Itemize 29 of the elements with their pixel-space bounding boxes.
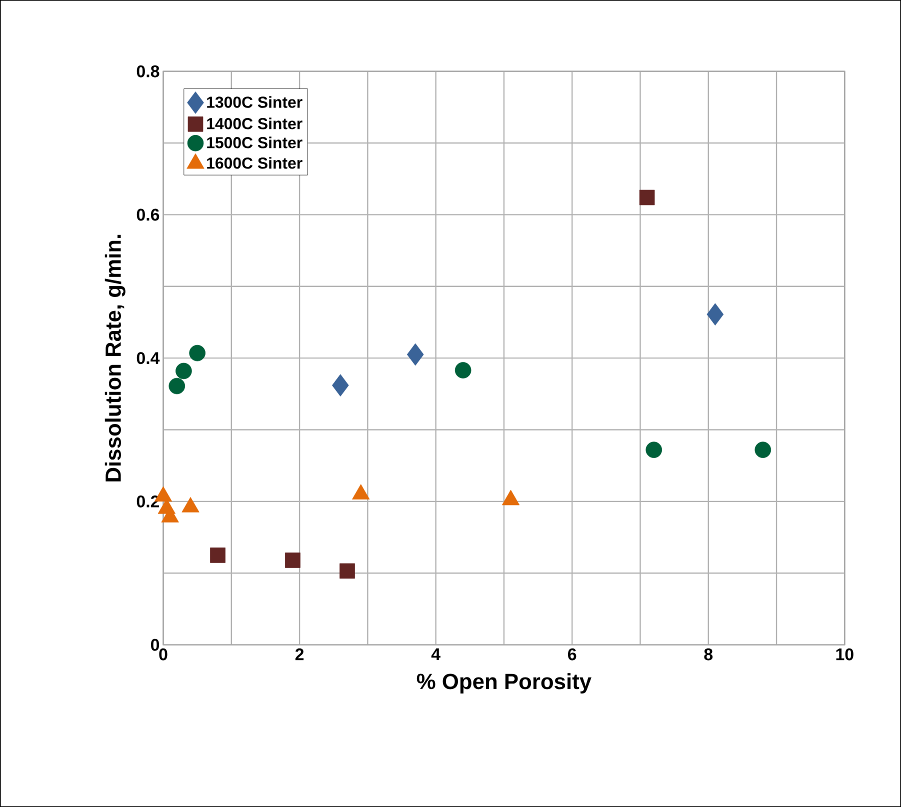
y-tick-label: 0.8 [136,65,160,78]
legend-label: 1600C Sinter [207,157,302,169]
x-tick-label: 8 [704,648,713,660]
y-axis-title: Dissolution Rate, g/min. [104,234,126,482]
x-tick-label: 4 [431,648,440,660]
y-tick-label: 0.6 [136,208,160,221]
point [639,190,655,206]
x-tick-label: 10 [836,648,854,660]
point [340,563,355,579]
legend-label: 1500C Sinter [207,136,302,148]
point [189,344,206,362]
x-axis-title: % Open Porosity [416,673,592,694]
point [168,378,186,394]
point [646,442,662,458]
point [332,374,349,396]
point [706,303,724,326]
x-tick-label: 6 [568,648,576,660]
point [754,442,772,458]
legend-label: 1300C Sinter [207,96,302,108]
point [285,552,300,568]
point [406,343,424,366]
point [176,362,192,380]
legend-label: 1400C Sinter [207,118,302,130]
x-tick-label: 0 [159,648,168,660]
y-tick-label: 0 [151,638,160,651]
point [210,548,226,563]
x-tick-label: 2 [295,648,304,660]
point [454,362,472,378]
y-tick-label: 0.4 [136,352,160,364]
